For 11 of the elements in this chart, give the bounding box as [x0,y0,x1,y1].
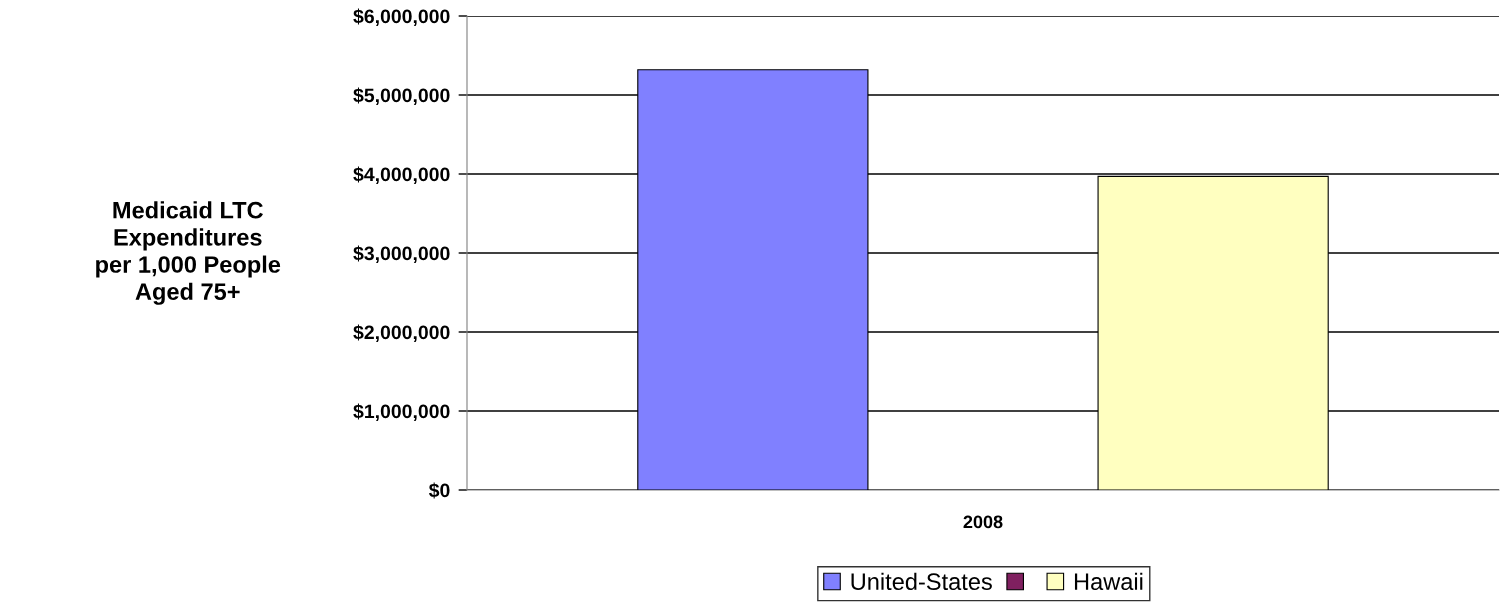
legend-label: United-States [851,572,992,591]
y-tick-label: $6,000,000 [353,8,450,27]
y-tick-label: $0 [428,482,450,499]
legend-label: Hawaii [1074,572,1143,591]
y-tick-label: $4,000,000 [353,166,450,185]
y-tick-label: $3,000,000 [353,245,450,264]
y-axis-title: Medicaid LTC Expenditures per 1,000 People Aged 75+ [96,201,281,305]
y-tick-label: $5,000,000 [353,87,450,106]
y-tick-label: $1,000,000 [353,403,450,422]
x-tick-label: 2008 [963,515,1003,529]
y-tick-label: $2,000,000 [353,324,450,343]
